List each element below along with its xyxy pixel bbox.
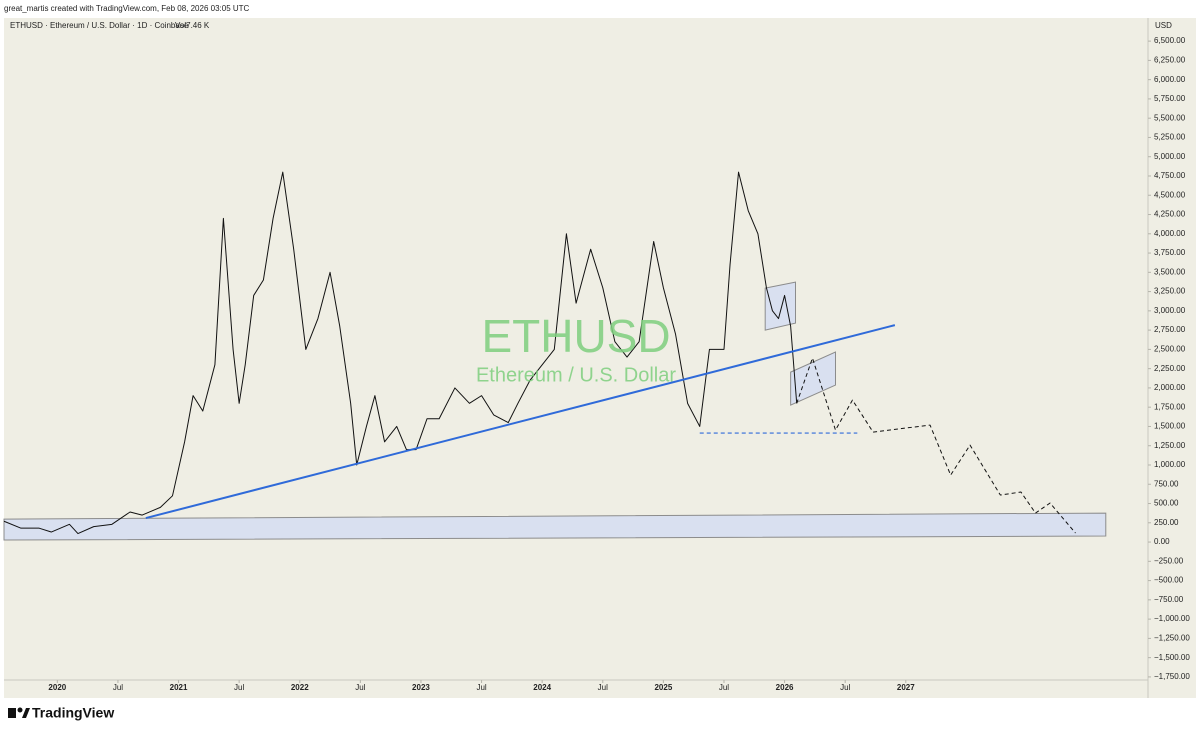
y-tick-label: 3,000.00 xyxy=(1154,306,1186,315)
price-zone xyxy=(3,512,1107,541)
y-tick-label: 1,750.00 xyxy=(1154,402,1186,411)
logo xyxy=(8,707,30,718)
attribution: great_martis created with TradingView.co… xyxy=(4,4,250,13)
x-tick-label: Jul xyxy=(840,683,850,692)
price-line xyxy=(145,324,896,520)
watermark: ETHUSD xyxy=(481,310,670,362)
y-tick-label: 4,500.00 xyxy=(1154,190,1186,199)
y-tick-label: 6,250.00 xyxy=(1154,55,1186,64)
price-line xyxy=(3,171,798,535)
x-tick-label: 2026 xyxy=(776,683,794,692)
y-tick-label: 1,500.00 xyxy=(1154,422,1186,431)
y-tick-label: −1,750.00 xyxy=(1154,672,1190,681)
y-tick-label: 5,500.00 xyxy=(1154,113,1186,122)
x-tick-label: Jul xyxy=(355,683,365,692)
y-tick-label: 750.00 xyxy=(1154,479,1179,488)
x-tick-label: 2024 xyxy=(533,683,551,692)
logo-shape xyxy=(17,707,23,713)
y-tick-label: 4,250.00 xyxy=(1154,210,1186,219)
y-tick-label: 2,750.00 xyxy=(1154,325,1186,334)
y-tick-label: −1,500.00 xyxy=(1154,653,1190,662)
x-tick-label: 2023 xyxy=(412,683,430,692)
y-tick-label: 4,750.00 xyxy=(1154,171,1186,180)
y-tick-label: 2,250.00 xyxy=(1154,364,1186,373)
y-tick-label: 5,750.00 xyxy=(1154,94,1186,103)
x-tick-label: 2025 xyxy=(654,683,672,692)
y-tick-label: 1,250.00 xyxy=(1154,441,1186,450)
x-tick-label: Jul xyxy=(234,683,244,692)
y-tick-label: 2,500.00 xyxy=(1154,344,1186,353)
y-tick-label: 6,500.00 xyxy=(1154,36,1186,45)
y-tick-label: 5,250.00 xyxy=(1154,133,1186,142)
y-tick-label: 6,000.00 xyxy=(1154,75,1186,84)
x-tick-label: 2022 xyxy=(291,683,309,692)
logo-shape xyxy=(8,708,16,718)
x-tick-label: Jul xyxy=(598,683,608,692)
plot xyxy=(3,171,1107,541)
y-tick-label: −1,000.00 xyxy=(1154,614,1190,623)
x-tick-label: Jul xyxy=(476,683,486,692)
symbol-line: ETHUSD · Ethereum / U.S. Dollar · 1D · C… xyxy=(10,21,189,30)
x-tick-label: 2021 xyxy=(170,683,188,692)
chart-background xyxy=(4,18,1196,698)
y-tick-label: 2,000.00 xyxy=(1154,383,1186,392)
y-tick-label: 5,000.00 xyxy=(1154,152,1186,161)
y-tick-label: 3,500.00 xyxy=(1154,267,1186,276)
branding: TradingView xyxy=(32,705,114,721)
y-tick-label: 250.00 xyxy=(1154,518,1179,527)
y-tick-label: 4,000.00 xyxy=(1154,229,1186,238)
y-tick-label: 0.00 xyxy=(1154,537,1170,546)
x-tick-label: Jul xyxy=(719,683,729,692)
y-tick-label: 3,250.00 xyxy=(1154,287,1186,296)
y-tick-label: 500.00 xyxy=(1154,499,1179,508)
y-tick-label: −750.00 xyxy=(1154,595,1184,604)
volume: Vol7.46 K xyxy=(175,21,210,30)
y-axis-label: USD xyxy=(1155,21,1172,30)
x-tick-label: 2020 xyxy=(48,683,66,692)
logo-shape xyxy=(22,708,30,718)
watermark-subtitle: Ethereum / U.S. Dollar xyxy=(476,364,676,386)
y-tick-label: −500.00 xyxy=(1154,576,1184,585)
y-tick-label: 3,750.00 xyxy=(1154,248,1186,257)
y-tick-label: 1,000.00 xyxy=(1154,460,1186,469)
price-zone xyxy=(790,351,836,406)
y-tick-label: −250.00 xyxy=(1154,556,1184,565)
price-zone xyxy=(764,281,796,331)
x-tick-label: 2027 xyxy=(897,683,915,692)
x-tick-label: Jul xyxy=(113,683,123,692)
y-tick-label: −1,250.00 xyxy=(1154,633,1190,642)
